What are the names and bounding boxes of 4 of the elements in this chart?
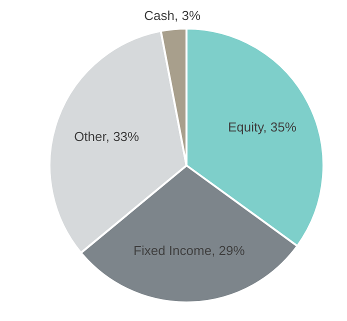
slice-label: Cash, 3%	[144, 8, 201, 23]
slice-label: Equity, 35%	[228, 119, 297, 134]
slice-label: Other, 33%	[74, 129, 140, 144]
slice-label: Fixed Income, 29%	[134, 242, 246, 258]
